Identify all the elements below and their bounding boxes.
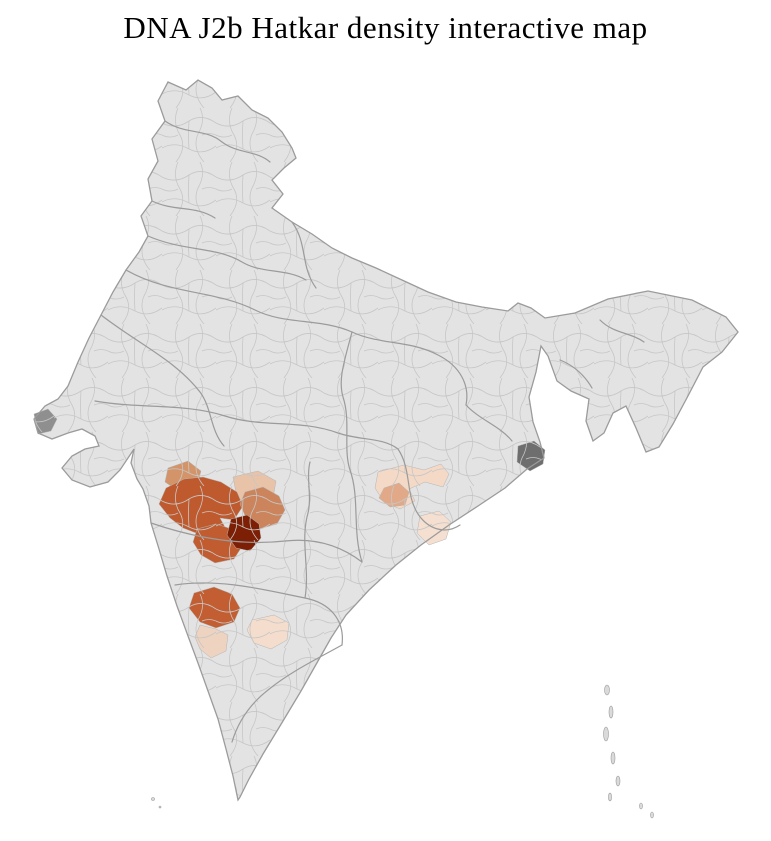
lakshadweep-island: [158, 805, 162, 809]
state-borders: [94, 120, 645, 743]
nicobar-island: [639, 802, 643, 810]
nicobar-island: [650, 811, 654, 819]
andaman-island: [615, 775, 621, 787]
andaman-island: [604, 684, 610, 696]
andaman-island: [608, 792, 612, 802]
page-title: DNA J2b Hatkar density interactive map: [123, 10, 648, 45]
andaman-island: [608, 705, 614, 719]
island-chain: [151, 684, 654, 819]
andaman-island: [603, 726, 609, 742]
lakshadweep-island: [151, 797, 155, 801]
andaman-island: [610, 751, 616, 765]
district-boundaries-overlay: [34, 80, 738, 800]
